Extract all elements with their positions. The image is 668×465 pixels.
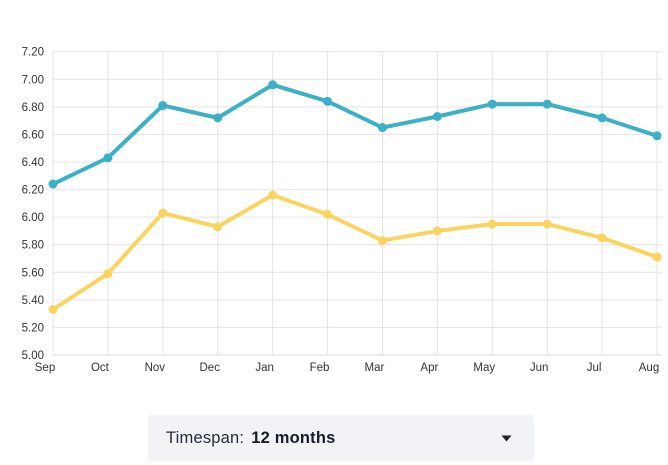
x-tick-label: Dec [200,362,221,374]
data-point [597,113,607,123]
x-tick-label: Aug [639,362,659,374]
x-tick-label: Jan [255,362,274,374]
data-point [432,226,442,236]
y-tick-label: 6.60 [22,129,44,141]
y-tick-label: 6.20 [22,185,44,197]
series-line-series-2 [51,193,659,312]
series-line-series-1 [51,82,659,187]
data-point [48,305,58,315]
y-tick-label: 7.00 [22,74,44,86]
y-tick-label: 6.00 [22,212,44,224]
x-tick-label: Jun [530,362,549,374]
data-point [213,113,223,123]
x-tick-label: Jul [587,362,602,374]
data-point [542,99,552,109]
x-tick-label: Feb [310,362,330,374]
timespan-value: 12 months [251,428,336,447]
y-tick-label: 5.60 [22,267,44,279]
chevron-down-icon[interactable] [501,435,512,442]
data-point [487,99,497,109]
x-tick-label: Mar [365,362,385,374]
data-point [48,179,58,189]
data-point [268,80,278,90]
data-point [213,222,223,232]
data-point [432,111,442,121]
timespan-label: Timespan: [166,428,245,447]
x-tick-label: Oct [91,362,110,374]
x-tick-label: May [473,362,495,374]
x-tick-label: Nov [145,362,166,374]
data-point [323,96,333,106]
y-tick-label: 6.40 [22,157,44,169]
data-point [597,233,607,243]
data-point [377,236,387,246]
x-tick-label: Apr [420,362,438,374]
y-tick-label: 7.20 [22,47,44,59]
data-point [542,219,552,229]
timespan-dropdown[interactable]: Timespan: 12 months [148,415,534,461]
chart-canvas: 7.20 7.00 6.80 6.60 6.40 6.20 6.00 5.80 5.60 5.40… [22,47,662,374]
data-point [487,219,497,229]
data-point [158,208,168,218]
y-tick-label: 6.80 [22,102,44,114]
y-tick-label: 5.20 [22,322,44,334]
data-point [323,209,333,219]
y-tick-label: 5.40 [22,295,44,307]
data-point [652,131,662,141]
y-tick-label: 5.80 [22,240,44,252]
data-point [158,100,168,110]
data-point [377,123,387,133]
data-point [268,190,278,200]
data-point [103,153,113,163]
data-point [652,252,662,262]
line-chart: 7.20 7.00 6.80 6.60 6.40 6.20 6.00 5.80 5.60 5.40… [22,47,662,374]
y-tick-label: 5.00 [22,350,44,362]
data-point [103,269,113,279]
x-tick-label: Sep [35,362,55,374]
